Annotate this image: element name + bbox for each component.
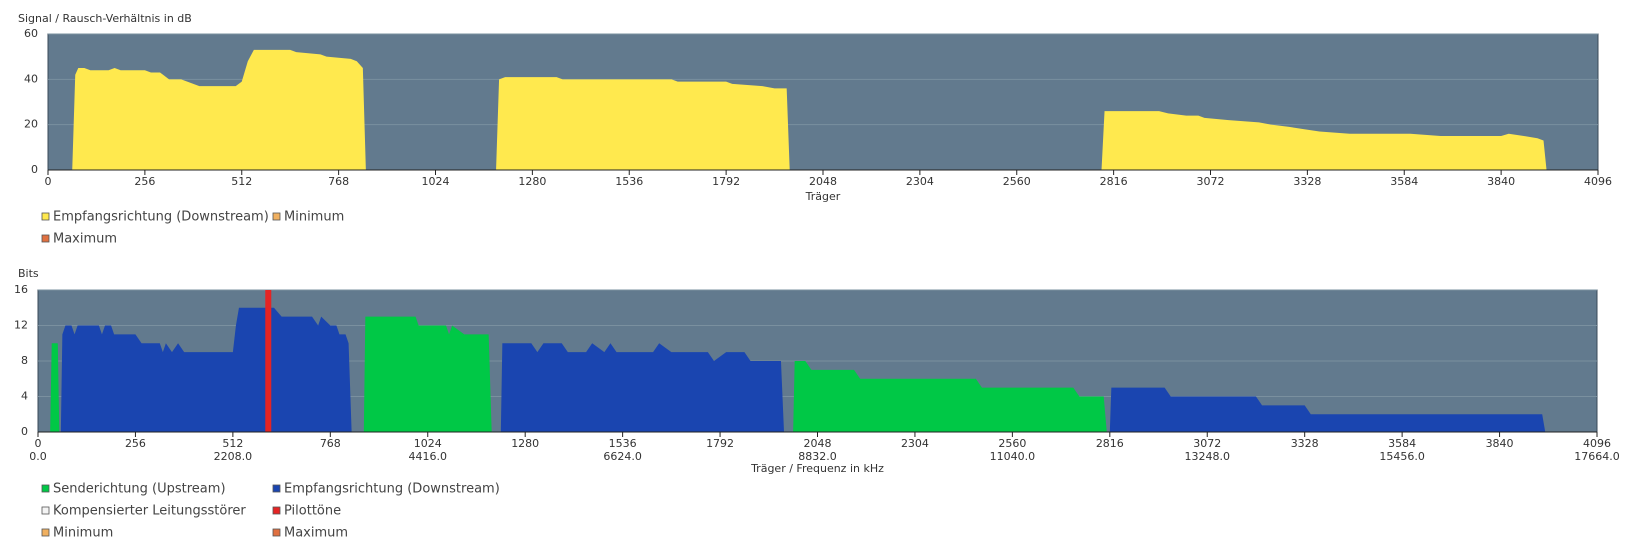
legend-label: Minimum [284, 210, 344, 225]
x-tick-label: 3840 [1486, 437, 1514, 450]
legend-swatch [41, 528, 50, 537]
x-tick-label: 512 [222, 437, 243, 450]
legend-swatch [272, 506, 281, 515]
x-tick-label: 4096 [1584, 175, 1612, 188]
x2-tick-label: 8832.0 [798, 450, 837, 463]
legend-swatch [272, 528, 281, 537]
x-tick-label: 1280 [518, 175, 546, 188]
legend-label: Kompensierter Leitungsstörer [53, 504, 246, 519]
x-tick-label: 768 [320, 437, 341, 450]
area-series [72, 49, 1547, 170]
x2-tick-label: 2208.0 [214, 450, 253, 463]
x-tick-label: 3072 [1193, 437, 1221, 450]
x-tick-label: 2816 [1100, 175, 1128, 188]
x-tick-label: 2048 [804, 437, 832, 450]
y-tick-label: 20 [24, 118, 38, 131]
x2-tick-label: 6624.0 [603, 450, 642, 463]
legend-swatch [272, 212, 281, 221]
legend-swatch [41, 212, 50, 221]
x2-tick-label: 13248.0 [1185, 450, 1231, 463]
x-tick-label: 1280 [511, 437, 539, 450]
legend-label: Pilottöne [284, 504, 341, 519]
x2-tick-label: 0.0 [29, 450, 47, 463]
x-tick-label: 1792 [712, 175, 740, 188]
area-series [60, 307, 1546, 432]
x2-tick-label: 11040.0 [990, 450, 1036, 463]
y-tick-label: 0 [31, 163, 38, 176]
x-tick-label: 256 [134, 175, 155, 188]
chart-title: Signal / Rausch-Verhältnis in dB [18, 12, 192, 25]
x-tick-label: 4096 [1583, 437, 1611, 450]
x-tick-label: 512 [231, 175, 252, 188]
x-tick-label: 0 [45, 175, 52, 188]
x-tick-label: 3328 [1291, 437, 1319, 450]
y-tick-label: 40 [24, 72, 38, 85]
y-tick-label: 16 [14, 283, 28, 296]
x-tick-label: 2560 [998, 437, 1026, 450]
x-axis-label: Träger [805, 190, 841, 203]
area-series [50, 316, 1107, 432]
x-tick-label: 1024 [414, 437, 442, 450]
x-tick-label: 2816 [1096, 437, 1124, 450]
legend-label: Minimum [53, 526, 113, 541]
y-tick-label: 8 [21, 354, 28, 367]
x-tick-label: 3328 [1293, 175, 1321, 188]
legend-swatch [41, 484, 50, 493]
x-tick-label: 1536 [615, 175, 643, 188]
legend-swatch [41, 506, 50, 515]
legend-swatch [41, 234, 50, 243]
x-axis-label: Träger / Frequenz in kHz [750, 462, 884, 475]
x-tick-label: 3584 [1390, 175, 1418, 188]
legend-label: Senderichtung (Upstream) [53, 482, 226, 497]
legend-label: Maximum [284, 526, 348, 541]
x2-tick-label: 17664.0 [1574, 450, 1620, 463]
x2-tick-label: 15456.0 [1379, 450, 1425, 463]
x-tick-label: 0 [35, 437, 42, 450]
y-tick-label: 4 [21, 390, 28, 403]
y-tick-label: 12 [14, 319, 28, 332]
chart-title: Bits [18, 267, 39, 280]
x-tick-label: 256 [125, 437, 146, 450]
x-tick-label: 3584 [1388, 437, 1416, 450]
x-tick-label: 2304 [906, 175, 934, 188]
x-tick-label: 2048 [809, 175, 837, 188]
legend-label: Empfangsrichtung (Downstream) [284, 482, 500, 497]
legend-label: Empfangsrichtung (Downstream) [53, 210, 269, 225]
legend-swatch [272, 484, 281, 493]
pilot-tone [265, 290, 272, 432]
x-tick-label: 2560 [1003, 175, 1031, 188]
x-tick-label: 3840 [1487, 175, 1515, 188]
x2-tick-label: 4416.0 [409, 450, 448, 463]
x-tick-label: 1792 [706, 437, 734, 450]
x-tick-label: 2304 [901, 437, 929, 450]
x-tick-label: 768 [328, 175, 349, 188]
y-tick-label: 0 [21, 425, 28, 438]
x-tick-label: 1024 [422, 175, 450, 188]
x-tick-label: 3072 [1197, 175, 1225, 188]
x-tick-label: 1536 [609, 437, 637, 450]
legend-label: Maximum [53, 232, 117, 247]
y-tick-label: 60 [24, 27, 38, 40]
